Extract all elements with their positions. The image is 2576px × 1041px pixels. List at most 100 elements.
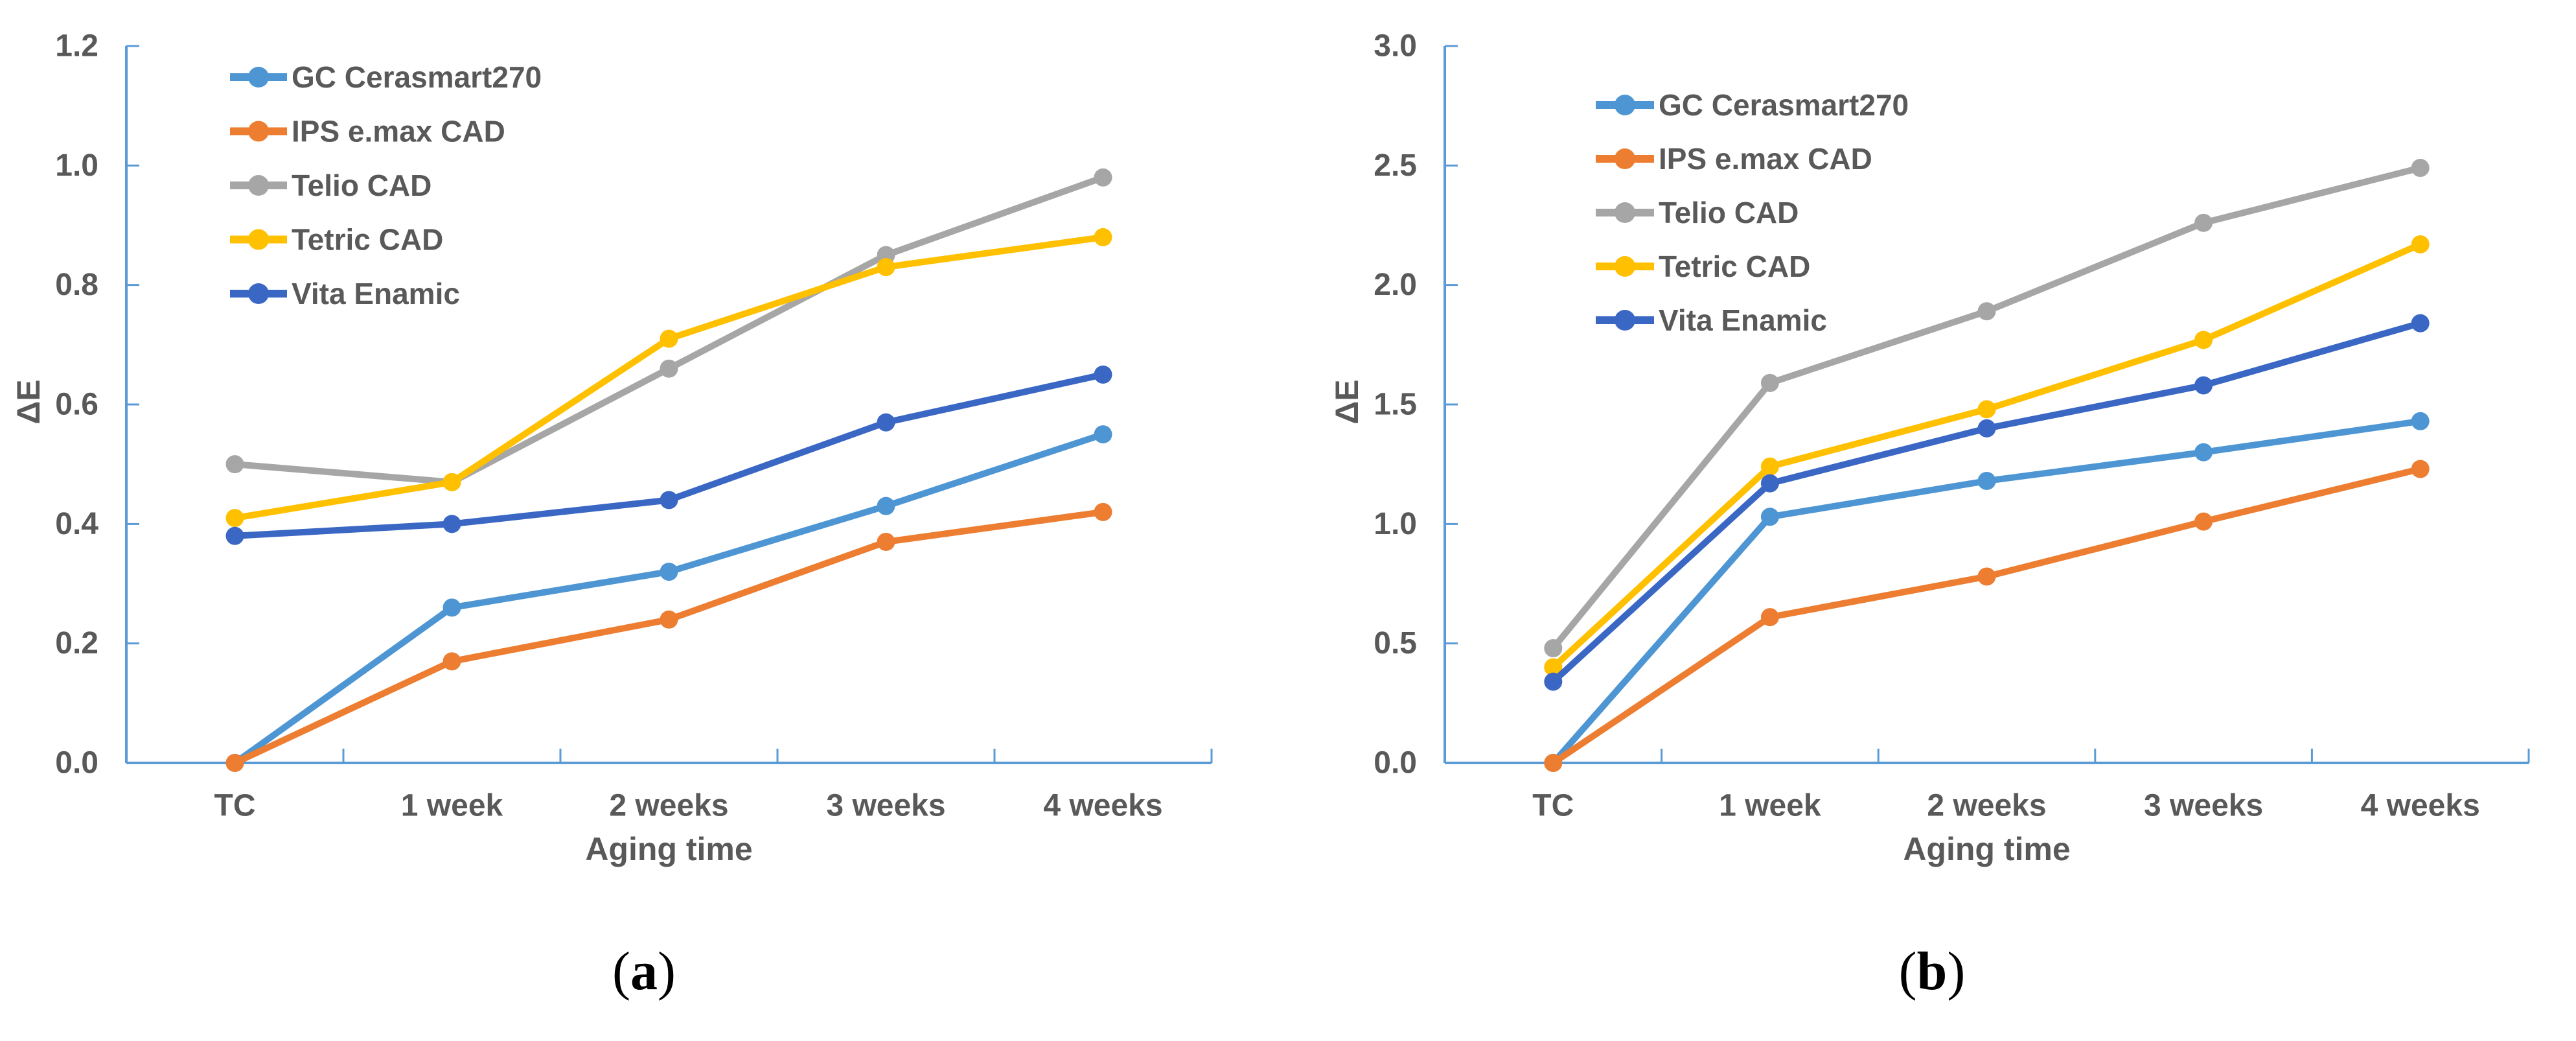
chart-b-point-tetric-cad-0	[1544, 658, 1563, 677]
chart-a-point-telio-cad-4	[1094, 168, 1112, 187]
chart-b-point-tetric-cad-3	[2194, 331, 2213, 349]
chart-a-legend-label-vita-enamic: Vita Enamic	[292, 277, 460, 310]
chart-a-point-ips-e-max-cad-4	[1094, 502, 1112, 521]
chart-a-point-tetric-cad-0	[225, 509, 244, 528]
chart-a-point-vita-enamic-4	[1094, 365, 1112, 384]
chart-a-legend-label-gc-cerasmart270: GC Cerasmart270	[292, 60, 542, 94]
chart-b-point-ips-e-max-cad-3	[2194, 512, 2213, 531]
chart-a-series-ips-e-max-cad	[225, 502, 1112, 772]
chart-b-series-gc-cerasmart270	[1544, 412, 2430, 772]
chart-b-point-vita-enamic-2	[1977, 419, 1996, 438]
chart-b-category-label: 2 weeks	[1927, 789, 2046, 823]
chart-b-point-telio-cad-3	[2194, 213, 2213, 232]
chart-a-legend-item-gc-cerasmart270: GC Cerasmart270	[230, 60, 542, 94]
chart-b-series-tetric-cad	[1544, 235, 2430, 677]
caption-b-letter: b	[1916, 941, 1948, 1001]
chart-b-category-label: 3 weeks	[2144, 789, 2263, 823]
chart-a-legend-item-telio-cad: Telio CAD	[230, 169, 431, 202]
chart-b-point-vita-enamic-3	[2194, 376, 2213, 395]
chart-b-point-ips-e-max-cad-1	[1760, 608, 1779, 627]
caption-b-close: )	[1947, 941, 1966, 1001]
chart-b-point-tetric-cad-2	[1977, 400, 1996, 419]
chart-b-point-vita-enamic-1	[1760, 474, 1779, 493]
chart-b-point-tetric-cad-1	[1760, 457, 1779, 476]
chart-b-ylabel: ΔE	[1329, 379, 1365, 424]
chart-a-legend-item-ips-e-max-cad: IPS e.max CAD	[230, 115, 505, 148]
chart-b-point-ips-e-max-cad-2	[1977, 567, 1996, 586]
chart-a-point-tetric-cad-4	[1094, 228, 1112, 246]
caption-a-close: )	[658, 941, 676, 1001]
chart-b-point-telio-cad-0	[1544, 639, 1563, 658]
chart-b-point-telio-cad-1	[1760, 373, 1779, 392]
chart-b-legend-marker-tetric-cad	[1615, 256, 1635, 277]
chart-b-legend-item-gc-cerasmart270: GC Cerasmart270	[1596, 88, 1909, 122]
chart-b-y-tick-label: 2.5	[1374, 148, 1417, 183]
chart-a-ylabel: ΔE	[10, 379, 47, 424]
chart-b-point-telio-cad-4	[2411, 159, 2430, 178]
chart-a-point-vita-enamic-1	[443, 515, 461, 533]
chart-b-point-vita-enamic-0	[1544, 672, 1563, 691]
chart-a-point-tetric-cad-1	[443, 473, 461, 491]
chart-a-line-ips-e-max-cad	[231, 508, 1107, 766]
chart-b-legend-label-telio-cad: Telio CAD	[1659, 196, 1799, 229]
chart-a-category-label: 1 week	[401, 789, 503, 823]
chart-b-xlabel: Aging time	[1903, 831, 2070, 867]
chart-a-line-vita-enamic	[231, 371, 1107, 539]
chart-b-legend-label-tetric-cad: Tetric CAD	[1659, 250, 1810, 283]
caption-a: (a)	[612, 940, 676, 1003]
chart-a-legend-marker-gc-cerasmart270	[248, 67, 269, 88]
chart-b-point-vita-enamic-4	[2411, 314, 2430, 333]
chart-a-legend-marker-telio-cad	[248, 175, 269, 196]
chart-b-series-vita-enamic	[1544, 314, 2430, 691]
chart-a-point-telio-cad-0	[225, 455, 244, 474]
chart-a-category-label: 3 weeks	[826, 789, 945, 823]
chart-b-y-tick-label: 0.5	[1374, 626, 1417, 661]
chart-a-point-ips-e-max-cad-0	[225, 754, 244, 772]
chart-a-series-tetric-cad	[225, 228, 1112, 528]
chart-a-xlabel: Aging time	[585, 831, 752, 867]
chart-a-point-ips-e-max-cad-1	[443, 652, 461, 671]
chart-a-category-label: TC	[214, 789, 256, 823]
chart-a-y-tick-label: 0.4	[55, 507, 98, 541]
chart-b-point-gc-cerasmart270-4	[2411, 412, 2430, 430]
caption-b: (b)	[1899, 940, 1966, 1003]
chart-b-legend-label-ips-e-max-cad: IPS e.max CAD	[1659, 142, 1872, 176]
chart-b-y-tick-label: 1.0	[1374, 507, 1417, 541]
chart-a-legend-item-vita-enamic: Vita Enamic	[230, 277, 460, 310]
chart-a-legend-marker-ips-e-max-cad	[248, 121, 269, 142]
caption-b-open: (	[1898, 941, 1917, 1001]
chart-a-line-gc-cerasmart270	[231, 431, 1107, 766]
chart-b-legend-label-vita-enamic: Vita Enamic	[1659, 303, 1827, 337]
chart-a-point-gc-cerasmart270-4	[1094, 425, 1112, 444]
chart-a-legend-marker-vita-enamic	[248, 283, 269, 304]
chart-a-y-tick-label: 0.2	[55, 626, 98, 661]
chart-b-legend-item-ips-e-max-cad: IPS e.max CAD	[1596, 142, 1872, 176]
chart-a-point-gc-cerasmart270-3	[877, 497, 895, 515]
chart-b-y-tick-label: 3.0	[1374, 29, 1417, 64]
chart-a-point-ips-e-max-cad-2	[660, 610, 678, 629]
chart-a-point-telio-cad-2	[660, 359, 678, 378]
chart-b-point-tetric-cad-4	[2411, 235, 2430, 253]
chart-b-y-tick-label: 2.0	[1374, 268, 1417, 302]
chart-b-legend-marker-telio-cad	[1615, 202, 1635, 223]
chart-a-point-ips-e-max-cad-3	[877, 532, 895, 551]
chart-a-point-vita-enamic-0	[225, 526, 244, 545]
chart-a-legend-label-telio-cad: Telio CAD	[292, 169, 431, 202]
chart-a-point-gc-cerasmart270-1	[443, 598, 461, 617]
chart-b-y-tick-label: 1.5	[1374, 388, 1417, 422]
chart-b-point-ips-e-max-cad-0	[1544, 754, 1563, 772]
chart-b-point-ips-e-max-cad-4	[2411, 460, 2430, 478]
chart-b-point-telio-cad-2	[1977, 302, 1996, 321]
chart-b-category-label: TC	[1532, 789, 1574, 823]
chart-a-point-vita-enamic-2	[660, 491, 678, 509]
caption-a-letter: a	[630, 941, 658, 1001]
chart-b-series-ips-e-max-cad	[1544, 460, 2430, 772]
chart-b-legend-marker-ips-e-max-cad	[1615, 148, 1635, 169]
chart-a-y-tick-label: 0.6	[55, 388, 98, 422]
chart-a-y-tick-label: 1.0	[55, 148, 98, 183]
chart-b-legend-marker-vita-enamic	[1615, 310, 1635, 331]
chart-a-point-tetric-cad-2	[660, 329, 678, 348]
chart-a-category-label: 2 weeks	[609, 789, 728, 823]
chart-a-legend-label-ips-e-max-cad: IPS e.max CAD	[292, 115, 505, 148]
chart-a-category-label: 4 weeks	[1043, 789, 1162, 823]
